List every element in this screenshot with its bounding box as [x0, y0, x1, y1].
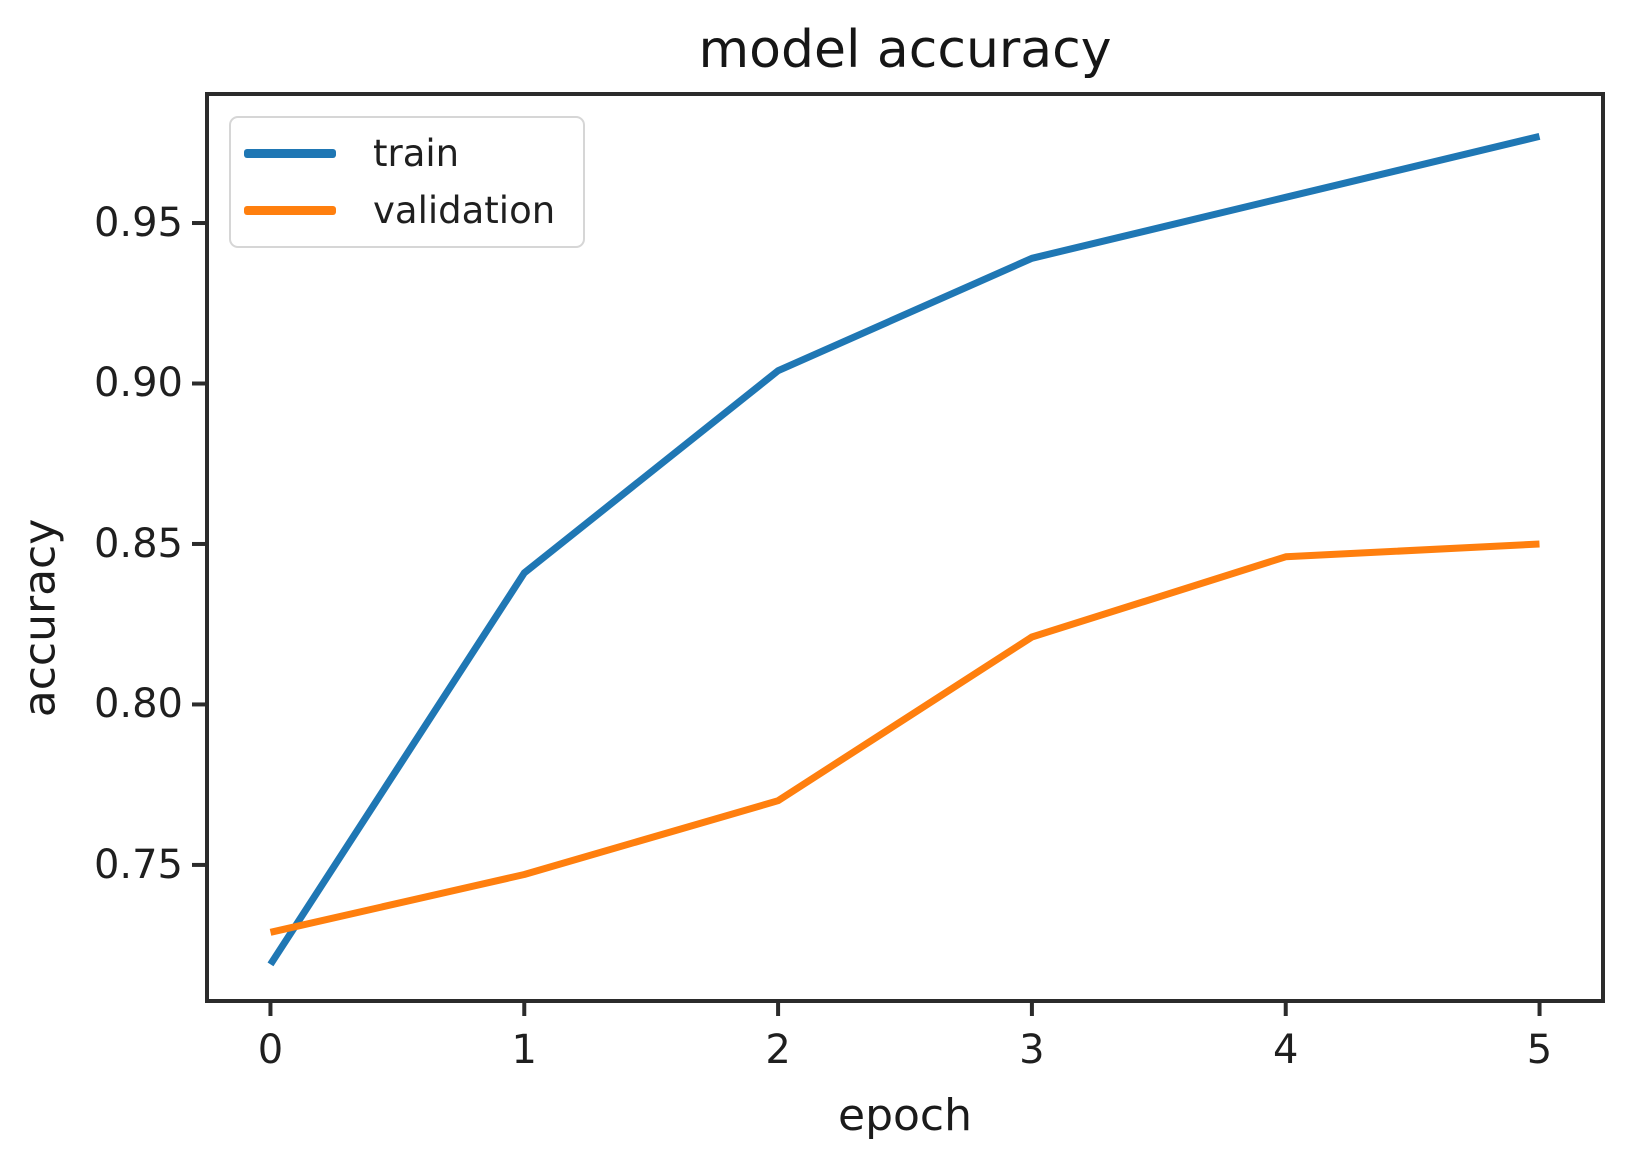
x-tick-label: 4: [1272, 1027, 1299, 1073]
y-tick-label: 0.90: [93, 360, 183, 407]
x-tick-label: 1: [511, 1027, 537, 1073]
y-tick-label: 0.85: [93, 520, 183, 567]
legend-label-train: train: [373, 132, 460, 175]
plot-area-border: [205, 92, 1605, 1003]
x-tick-label: 3: [1019, 1027, 1045, 1073]
legend: train validation: [229, 116, 585, 248]
legend-item-validation: validation: [231, 189, 583, 232]
chart-title: model accuracy: [698, 20, 1112, 80]
validation-line-swatch: [244, 206, 336, 215]
y-tick-label: 0.75: [93, 841, 183, 888]
x-axis-label: epoch: [838, 1090, 972, 1141]
x-tick-label: 0: [257, 1027, 284, 1073]
legend-item-train: train: [231, 132, 583, 175]
x-tick-label: 5: [1526, 1027, 1553, 1073]
y-axis-label: accuracy: [14, 518, 66, 718]
y-tick-label: 0.95: [93, 200, 183, 247]
y-tick-label: 0.80: [93, 681, 183, 728]
line-validation: [269, 540, 1540, 936]
legend-label-validation: validation: [373, 189, 556, 232]
x-tick-label: 2: [765, 1027, 791, 1073]
line-train: [267, 132, 1541, 967]
train-line-swatch: [244, 149, 336, 158]
